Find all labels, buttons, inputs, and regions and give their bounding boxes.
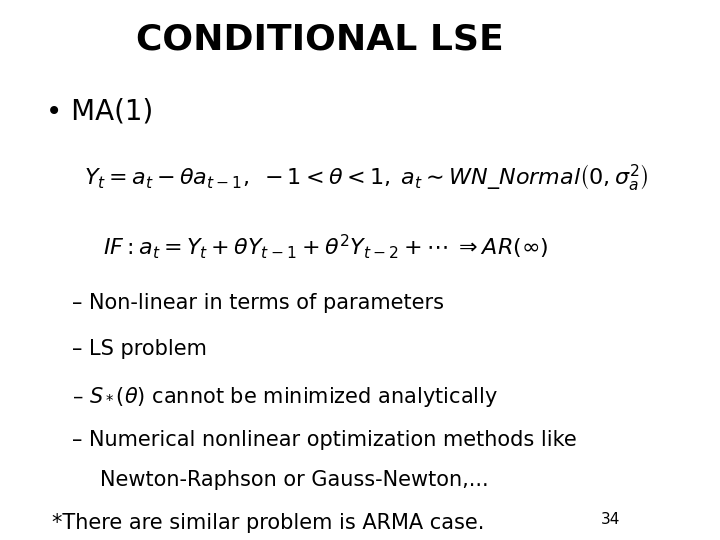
Text: $IF: a_t = Y_t + \theta Y_{t-1} + \theta^2 Y_{t-2} + \cdots \;\Rightarrow AR(\in: $IF: a_t = Y_t + \theta Y_{t-1} + \theta…: [104, 232, 549, 261]
Text: – $S_*(\theta)$ cannot be minimized analytically: – $S_*(\theta)$ cannot be minimized anal…: [71, 384, 498, 409]
Text: • MA(1): • MA(1): [46, 98, 153, 126]
Text: *There are similar problem is ARMA case.: *There are similar problem is ARMA case.: [53, 513, 485, 533]
Text: – LS problem: – LS problem: [71, 339, 207, 359]
Text: 34: 34: [600, 511, 620, 526]
Text: $Y_t = a_t - \theta a_{t-1},\;-1 < \theta < 1,\; a_t \sim WN\_Normal\left(0, \si: $Y_t = a_t - \theta a_{t-1},\;-1 < \thet…: [84, 162, 649, 193]
Text: – Numerical nonlinear optimization methods like: – Numerical nonlinear optimization metho…: [71, 430, 576, 450]
Text: CONDITIONAL LSE: CONDITIONAL LSE: [137, 23, 504, 57]
Text: Newton-Raphson or Gauss-Newton,...: Newton-Raphson or Gauss-Newton,...: [100, 470, 489, 490]
Text: – Non-linear in terms of parameters: – Non-linear in terms of parameters: [71, 293, 444, 314]
